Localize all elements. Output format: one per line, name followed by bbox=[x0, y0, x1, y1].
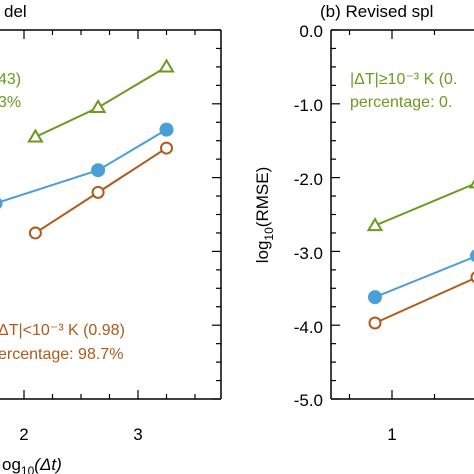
panel-b-ytick-label: -3.0 bbox=[294, 244, 323, 263]
panel-a-xtick-label: 2 bbox=[19, 425, 28, 444]
panel-b-xtick-label: 1 bbox=[387, 425, 396, 444]
panel-b-ylabel: log10(RMSE) bbox=[253, 167, 276, 264]
panel-a-data-point bbox=[91, 185, 105, 199]
panel-b-ytick-label: -2.0 bbox=[294, 170, 323, 189]
panel-b-data-point bbox=[368, 316, 382, 330]
panel-a-annotation: 43) bbox=[0, 71, 21, 88]
panel-a-xlabel: og10(Δt) bbox=[2, 455, 62, 474]
panel-b-data-point bbox=[468, 179, 474, 189]
panel-a-ticks bbox=[23, 29, 221, 400]
panel-b-annotation: percentage: 0. bbox=[350, 94, 452, 111]
panel-a-series-line-0 bbox=[34, 66, 168, 138]
panel-b-ytick-label: 0.0 bbox=[299, 22, 323, 41]
panel-b-series-line-1 bbox=[374, 255, 474, 299]
panel-a-xtick-label: 3 bbox=[133, 425, 142, 444]
panel-a-data-point bbox=[159, 122, 174, 137]
panel-a-data-point bbox=[91, 163, 106, 178]
panel-b-series-line-0 bbox=[374, 182, 474, 227]
panel-a-data-point bbox=[160, 141, 173, 155]
panel-b-title: (b) Revised spl bbox=[320, 2, 433, 21]
panel-b-data-point bbox=[368, 290, 382, 305]
panel-b-ytick-label: -1.0 bbox=[294, 96, 323, 115]
panel-b-series bbox=[366, 179, 474, 330]
panel-b-data-point bbox=[470, 271, 474, 283]
panel-a-annotation: 3% bbox=[0, 94, 21, 111]
panel-a-series bbox=[0, 58, 175, 240]
panel-a-series-line-1 bbox=[0, 128, 168, 204]
panel-a-data-point bbox=[89, 99, 107, 114]
panel-a-annotation: ΔT|<10⁻³ K (0.98) bbox=[0, 322, 125, 339]
panel-a-data-point bbox=[28, 226, 42, 240]
panel-b-annotation: |ΔT|≥10⁻³ K (0. bbox=[350, 71, 457, 88]
panel-a-title: del bbox=[4, 2, 27, 21]
panel-a-data-point bbox=[27, 128, 44, 143]
panel-a-data-point bbox=[0, 198, 3, 209]
panel-a-annotation: ercentage: 98.7% bbox=[0, 346, 123, 363]
panel-b-ytick-label: -5.0 bbox=[294, 391, 323, 410]
panel-a-data-point bbox=[158, 58, 175, 73]
panel-b-data-point bbox=[366, 217, 384, 232]
panel-b-series-line-2 bbox=[374, 277, 474, 324]
panel-b-ytick-label: -4.0 bbox=[294, 318, 323, 337]
panel-b-data-point bbox=[470, 249, 474, 263]
panel-b-ticks bbox=[331, 29, 436, 400]
